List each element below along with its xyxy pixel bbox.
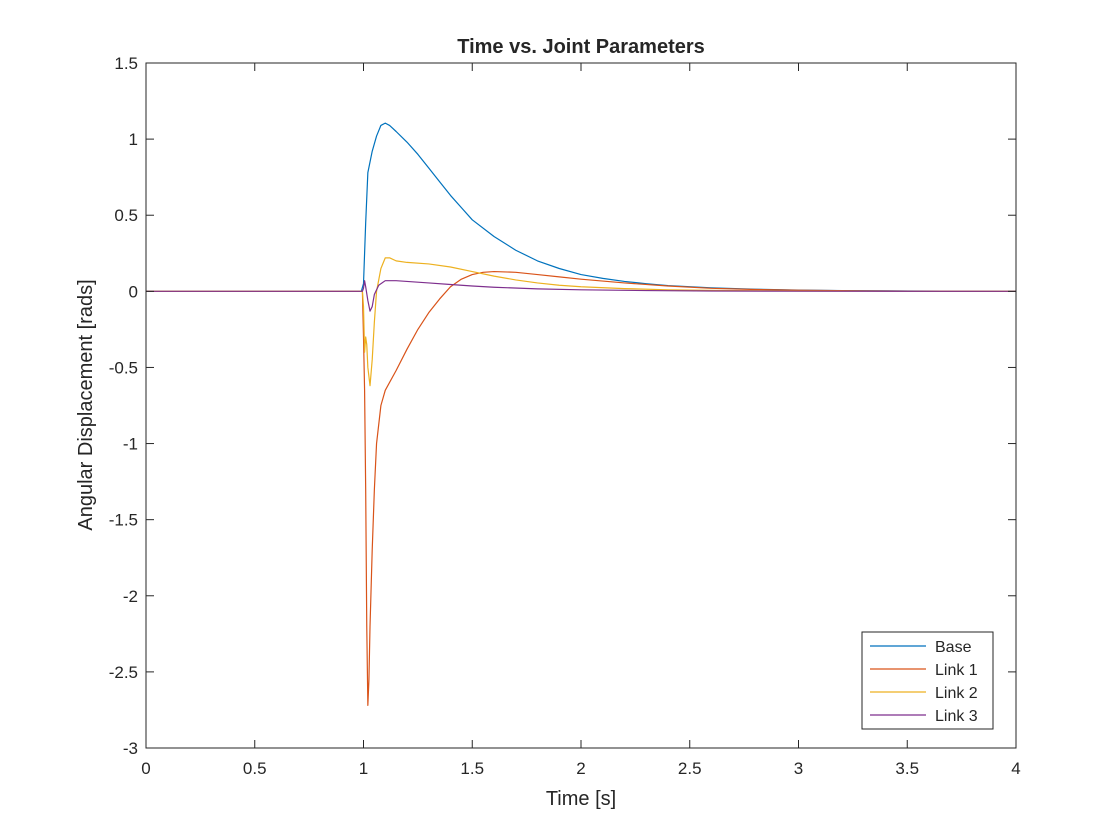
- x-tick-label: 1: [359, 759, 368, 778]
- y-tick-label: 0.5: [114, 206, 138, 225]
- y-tick-label: -3: [123, 739, 138, 758]
- series-line-link-1: [146, 270, 1017, 706]
- x-tick-label: 2.5: [678, 759, 702, 778]
- y-tick-label: -1: [123, 435, 138, 454]
- y-tick-label: 0: [129, 282, 138, 301]
- y-tick-label: -2: [123, 587, 138, 606]
- legend-box: [861, 631, 994, 730]
- y-tick-label: -1.5: [109, 511, 138, 530]
- legend-label: Base: [935, 639, 972, 656]
- x-tick-label: 0: [141, 759, 150, 778]
- legend-label: Link 1: [935, 662, 978, 679]
- x-tick-label: 0.5: [243, 759, 267, 778]
- legend-label: Link 3: [935, 708, 978, 725]
- x-tick-label: 4: [1011, 759, 1020, 778]
- legend-label: Link 2: [935, 685, 978, 702]
- y-tick-label: 1: [129, 130, 138, 149]
- series-layer: [146, 122, 1017, 706]
- x-tick-label: 2: [576, 759, 585, 778]
- y-axis: -3 -2.5 -2 -1.5 -1 -0.5 0 0.5 1 1.5: [109, 54, 1016, 758]
- series-line-link-2: [146, 257, 1017, 387]
- y-tick-label: -0.5: [109, 358, 138, 377]
- x-tick-label: 3: [794, 759, 803, 778]
- x-tick-label: 3.5: [895, 759, 919, 778]
- x-axis: 0 0.5 1 1.5 2 2.5 3 3.5 4: [141, 63, 1021, 778]
- legend: Base Link 1 Link 2 Link 3: [861, 631, 994, 730]
- chart-title: Time vs. Joint Parameters: [457, 36, 705, 58]
- x-tick-label: 1.5: [460, 759, 484, 778]
- x-axis-label: Time [s]: [546, 788, 616, 810]
- y-tick-label: 1.5: [114, 54, 138, 73]
- series-line-link-3: [146, 280, 1017, 312]
- y-axis-label: Angular Displacement [rads]: [75, 279, 97, 530]
- y-tick-label: -2.5: [109, 663, 138, 682]
